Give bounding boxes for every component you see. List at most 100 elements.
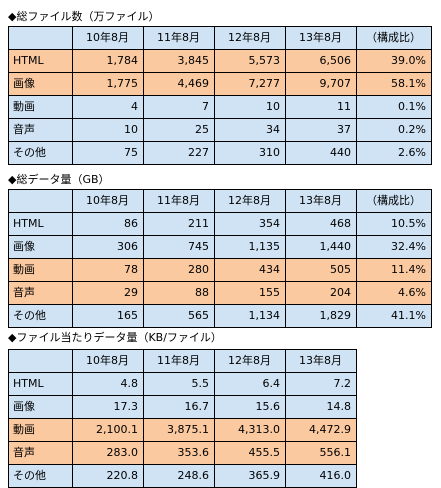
table-cell: 14.8: [285, 395, 357, 419]
table-cell: 10: [214, 95, 286, 119]
table-cell: 6.4: [214, 372, 286, 396]
table-cell: 556.1: [285, 441, 357, 465]
table-row: 音声 283.0 353.6 455.5 556.1: [8, 441, 357, 465]
table-cell: 280: [143, 258, 215, 282]
table-cell: 11: [285, 95, 357, 119]
header-cell: 13年8月: [285, 189, 357, 213]
table-cell: 25: [143, 118, 215, 142]
table-cell: 505: [285, 258, 357, 282]
data-table: 10年8月 11年8月 12年8月 13年8月 （構成比） HTML 1,784…: [8, 26, 432, 165]
table-cell: 220.8: [72, 464, 144, 488]
header-cell: 11年8月: [143, 189, 215, 213]
table-header-row: 10年8月 11年8月 12年8月 13年8月 （構成比）: [8, 26, 432, 50]
table-cell: 204: [285, 281, 357, 305]
table-row: 音声 10 25 34 37 0.2%: [8, 118, 432, 142]
row-label: 音声: [8, 441, 73, 465]
header-cell: [8, 189, 73, 213]
table-cell: 3,845: [143, 49, 215, 73]
header-cell: 12年8月: [214, 349, 286, 373]
table-cell: 248.6: [143, 464, 215, 488]
share-cell: 4.6%: [356, 281, 432, 305]
table-cell: 9,707: [285, 72, 357, 96]
header-cell: [8, 349, 73, 373]
header-cell: （構成比）: [356, 189, 432, 213]
header-cell: 10年8月: [72, 189, 144, 213]
table-cell: 7,277: [214, 72, 286, 96]
table-cell: 16.7: [143, 395, 215, 419]
row-label: 画像: [8, 72, 73, 96]
table-cell: 78: [72, 258, 144, 282]
table-row: その他 75 227 310 440 2.6%: [8, 141, 432, 165]
table-title: ◆総ファイル数（万ファイル）: [8, 10, 160, 23]
table-cell: 4.8: [72, 372, 144, 396]
table-cell: 75: [72, 141, 144, 165]
row-label: その他: [8, 141, 73, 165]
share-cell: 41.1%: [356, 304, 432, 328]
header-cell: [8, 26, 73, 50]
table-cell: 306: [72, 235, 144, 259]
table-cell: 1,775: [72, 72, 144, 96]
table-cell: 5.5: [143, 372, 215, 396]
header-cell: 12年8月: [214, 26, 286, 50]
table-cell: 17.3: [72, 395, 144, 419]
table-row: その他 220.8 248.6 365.9 416.0: [8, 464, 357, 488]
row-label: 動画: [8, 418, 73, 442]
header-cell: 11年8月: [143, 26, 215, 50]
table-row: HTML 4.8 5.5 6.4 7.2: [8, 372, 357, 396]
header-cell: （構成比）: [356, 26, 432, 50]
table-cell: 211: [143, 212, 215, 236]
header-cell: 10年8月: [72, 349, 144, 373]
table-cell: 365.9: [214, 464, 286, 488]
table-cell: 1,440: [285, 235, 357, 259]
table-row: 音声 29 88 155 204 4.6%: [8, 281, 432, 305]
table-row: 動画 4 7 10 11 0.1%: [8, 95, 432, 119]
table-row: HTML 86 211 354 468 10.5%: [8, 212, 432, 236]
table-cell: 416.0: [285, 464, 357, 488]
table-row: 画像 17.3 16.7 15.6 14.8: [8, 395, 357, 419]
row-label: 画像: [8, 395, 73, 419]
table-cell: 34: [214, 118, 286, 142]
table-cell: 4,472.9: [285, 418, 357, 442]
table-cell: 310: [214, 141, 286, 165]
share-cell: 58.1%: [356, 72, 432, 96]
table-cell: 5,573: [214, 49, 286, 73]
table-cell: 29: [72, 281, 144, 305]
header-cell: 11年8月: [143, 349, 215, 373]
table-cell: 4,469: [143, 72, 215, 96]
table-cell: 37: [285, 118, 357, 142]
table-cell: 165: [72, 304, 144, 328]
table-cell: 155: [214, 281, 286, 305]
table-cell: 3,875.1: [143, 418, 215, 442]
table-cell: 88: [143, 281, 215, 305]
share-cell: 39.0%: [356, 49, 432, 73]
row-label: HTML: [8, 372, 73, 396]
row-label: 音声: [8, 281, 73, 305]
header-cell: 12年8月: [214, 189, 286, 213]
row-label: 動画: [8, 95, 73, 119]
table-cell: 1,134: [214, 304, 286, 328]
table-row: 画像 306 745 1,135 1,440 32.4%: [8, 235, 432, 259]
table-row: HTML 1,784 3,845 5,573 6,506 39.0%: [8, 49, 432, 73]
row-label: HTML: [8, 49, 73, 73]
table-cell: 434: [214, 258, 286, 282]
table-row: その他 165 565 1,134 1,829 41.1%: [8, 304, 432, 328]
table-cell: 4,313.0: [214, 418, 286, 442]
table-cell: 2,100.1: [72, 418, 144, 442]
table-cell: 7.2: [285, 372, 357, 396]
table-row: 動画 78 280 434 505 11.4%: [8, 258, 432, 282]
table-cell: 1,784: [72, 49, 144, 73]
row-label: 音声: [8, 118, 73, 142]
header-cell: 13年8月: [285, 26, 357, 50]
table-cell: 565: [143, 304, 215, 328]
table-cell: 4: [72, 95, 144, 119]
table-header-row: 10年8月 11年8月 12年8月 13年8月 （構成比）: [8, 189, 432, 213]
share-cell: 0.1%: [356, 95, 432, 119]
table-title: ◆ファイル当たりデータ量（KB/ファイル）: [8, 331, 222, 344]
table-cell: 440: [285, 141, 357, 165]
table-cell: 7: [143, 95, 215, 119]
header-cell: 10年8月: [72, 26, 144, 50]
share-cell: 0.2%: [356, 118, 432, 142]
share-cell: 2.6%: [356, 141, 432, 165]
table-cell: 6,506: [285, 49, 357, 73]
row-label: 動画: [8, 258, 73, 282]
